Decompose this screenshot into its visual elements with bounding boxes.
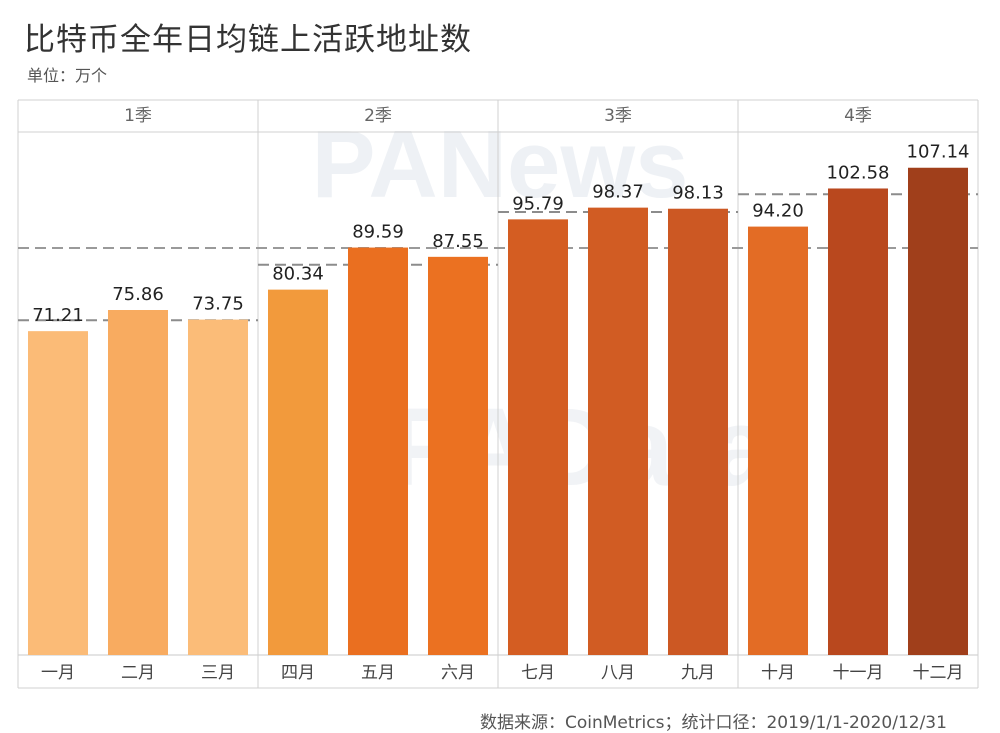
data-label: 95.79: [512, 193, 564, 214]
data-label: 89.59: [352, 222, 404, 243]
data-label: 80.34: [272, 264, 324, 285]
data-label: 102.58: [827, 162, 890, 183]
bar: [668, 208, 728, 655]
data-label: 87.55: [432, 231, 484, 252]
data-label: 73.75: [192, 294, 244, 315]
unit-label: 单位：万个: [27, 66, 108, 85]
month-label: 六月: [441, 663, 475, 683]
quarter-label: 1季: [124, 106, 152, 126]
bar: [188, 319, 248, 655]
bar: [428, 256, 488, 655]
watermark-panews: PANews: [311, 111, 688, 218]
month-label: 九月: [681, 663, 715, 683]
month-label: 四月: [281, 663, 315, 683]
source-note: 数据来源：CoinMetrics；统计口径：2019/1/1-2020/12/3…: [480, 713, 947, 733]
month-label: 五月: [361, 663, 395, 683]
month-label: 十一月: [833, 663, 884, 683]
bar: [828, 188, 888, 655]
month-label: 十月: [761, 663, 795, 683]
month-label: 八月: [601, 663, 635, 683]
data-label: 75.86: [112, 284, 164, 305]
bar: [28, 331, 88, 655]
data-label: 98.13: [672, 183, 724, 204]
quarter-label: 2季: [364, 106, 392, 126]
month-label: 七月: [521, 663, 555, 683]
bar: [588, 207, 648, 655]
month-label: 二月: [121, 663, 155, 683]
bar: [108, 310, 168, 655]
chart-title: 比特币全年日均链上活跃地址数: [24, 22, 472, 58]
quarter-label: 3季: [604, 106, 632, 126]
month-label: 三月: [201, 663, 235, 683]
bar: [348, 247, 408, 656]
bar: [268, 289, 328, 655]
quarter-label: 4季: [844, 106, 872, 126]
data-label: 107.14: [907, 142, 970, 163]
data-label: 71.21: [32, 305, 84, 326]
data-label: 94.20: [752, 201, 804, 222]
bar: [508, 219, 568, 655]
data-label: 98.37: [592, 182, 644, 203]
bar: [748, 226, 808, 655]
month-label: 十二月: [913, 663, 964, 683]
bar-chart: PANewsPAData1季71.21一月75.86二月73.75三月2季80.…: [17, 99, 979, 689]
bar: [908, 167, 968, 655]
month-label: 一月: [41, 663, 75, 683]
